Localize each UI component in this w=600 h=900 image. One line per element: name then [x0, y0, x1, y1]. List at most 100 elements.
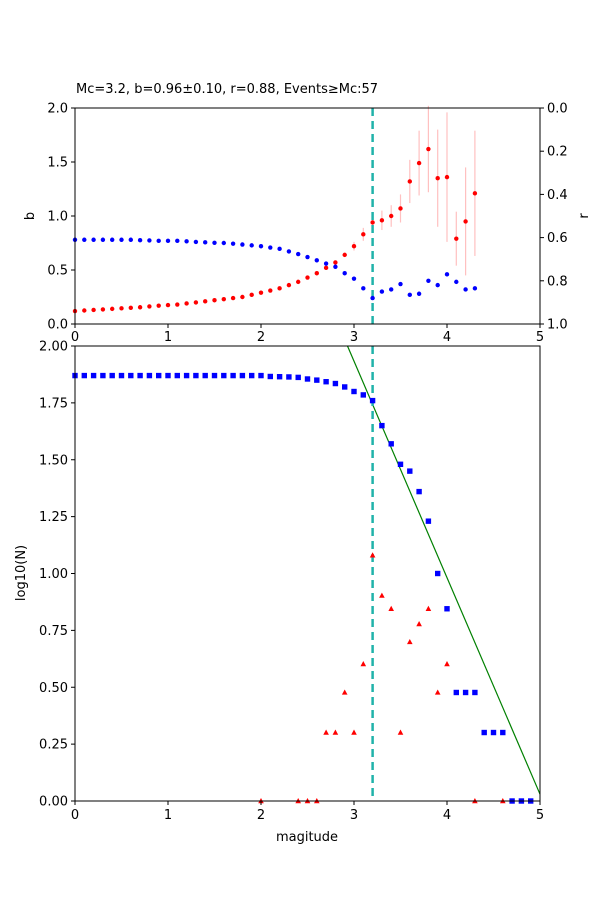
cumulative-point	[193, 372, 199, 379]
y-tick-label: 0.75	[39, 624, 68, 639]
x-tick-label: 0	[71, 808, 79, 823]
y-tick-label: 0.0	[47, 318, 68, 333]
log10n-axis-label: log10(N)	[14, 545, 29, 601]
cumulative-point	[258, 372, 264, 379]
noncumulative-point	[332, 729, 339, 735]
noncumulative-point	[360, 661, 367, 667]
r-point	[203, 240, 208, 245]
y-tick-label: 1.25	[39, 510, 68, 525]
x-tick-label: 4	[443, 330, 451, 345]
cumulative-point	[472, 689, 478, 696]
b-point	[407, 179, 412, 184]
b-point	[379, 218, 385, 223]
b-point	[91, 307, 96, 313]
b-point	[156, 303, 161, 308]
noncumulative-point	[444, 661, 450, 667]
r-point	[314, 258, 319, 263]
y-tick-label: 0.00	[39, 795, 68, 810]
cumulative-point	[332, 380, 339, 387]
b-point	[128, 305, 133, 310]
cumulative-point	[137, 372, 143, 379]
b-axis-label: b	[23, 212, 38, 220]
cumulative-point	[267, 373, 273, 380]
noncumulative-point	[323, 729, 329, 735]
b-point	[342, 252, 347, 258]
y-tick-label: 2.0	[47, 102, 68, 117]
cumulative-point	[435, 570, 441, 577]
noncumulative-point	[407, 638, 413, 645]
x-tick-label: 2	[257, 330, 265, 345]
r-point	[333, 264, 338, 269]
cumulative-point	[146, 372, 153, 379]
b-point	[212, 298, 217, 303]
b-point	[305, 275, 310, 280]
cumulative-point	[128, 372, 134, 379]
cumulative-point	[351, 388, 357, 395]
b-point	[193, 300, 199, 305]
r-point	[128, 237, 133, 242]
r-point	[472, 286, 478, 291]
r-point	[193, 239, 199, 245]
r-point	[323, 261, 329, 266]
b-point	[137, 305, 143, 310]
cumulative-point	[156, 372, 162, 379]
cumulative-point	[314, 377, 320, 383]
b-point	[463, 219, 468, 224]
y-tick-label: 1.0	[47, 210, 68, 225]
b-point	[444, 174, 450, 180]
r-point	[91, 237, 96, 242]
r-point	[296, 251, 301, 257]
cumulative-point	[165, 372, 171, 379]
x-tick-label: 5	[536, 808, 544, 823]
y-tick-label: 1.50	[39, 453, 68, 468]
b-point	[221, 296, 226, 302]
cumulative-point	[174, 372, 180, 379]
noncumulative-point	[416, 621, 422, 627]
y-right-tick-label: 0.6	[547, 231, 568, 246]
r-axis-label: r	[577, 213, 592, 219]
y-tick-label: 0.50	[39, 681, 68, 696]
y-right-tick-label: 1.0	[547, 318, 568, 333]
b-r-marks	[72, 105, 478, 324]
b-point	[175, 302, 180, 307]
b-point	[323, 265, 329, 271]
bottom-x-ticks: 0 1 2 3 4 5	[71, 801, 544, 823]
x-tick-label: 1	[164, 808, 172, 823]
x-tick-label: 1	[164, 330, 172, 345]
cumulative-point	[230, 372, 236, 379]
y-tick-label: 1.00	[39, 567, 68, 582]
frequency-magnitude-panel: 0 1 2 3 4 5 0.00 0.25 0.50 0.75 1.00 1.25 1.50 1.75 2…	[14, 340, 544, 846]
cumulative-point	[118, 372, 125, 379]
y-tick-label: 1.5	[47, 156, 68, 171]
b-point	[119, 306, 124, 311]
cumulative-point	[462, 689, 469, 696]
r-point	[370, 295, 375, 301]
cumulative-point	[388, 441, 394, 447]
gr-fit-line	[346, 345, 541, 795]
cumulative-point	[407, 468, 413, 474]
cumulative-point	[109, 372, 115, 379]
b-point	[249, 292, 254, 298]
b-point	[389, 213, 394, 219]
b-point	[351, 244, 357, 249]
r-point	[286, 249, 292, 254]
b-point	[240, 294, 245, 300]
r-point	[389, 287, 394, 292]
r-point	[221, 240, 226, 246]
top-y-ticks: 0.0 0.5 1.0 1.5 2.0	[47, 102, 75, 333]
magnitude-axis-label: magitude	[276, 830, 338, 845]
b-point	[147, 304, 152, 309]
r-point	[147, 238, 152, 243]
noncumulative-point	[341, 689, 348, 695]
cumulative-point	[481, 729, 487, 736]
b-point	[454, 236, 459, 241]
cumulative-point	[416, 488, 422, 495]
noncumulative-point	[379, 592, 385, 598]
r-point	[361, 286, 366, 291]
cumulative-point	[295, 374, 301, 381]
r-point	[416, 291, 422, 296]
x-tick-label: 2	[257, 808, 265, 823]
r-point	[463, 287, 468, 292]
b-point	[268, 288, 273, 293]
b-point	[258, 290, 264, 295]
